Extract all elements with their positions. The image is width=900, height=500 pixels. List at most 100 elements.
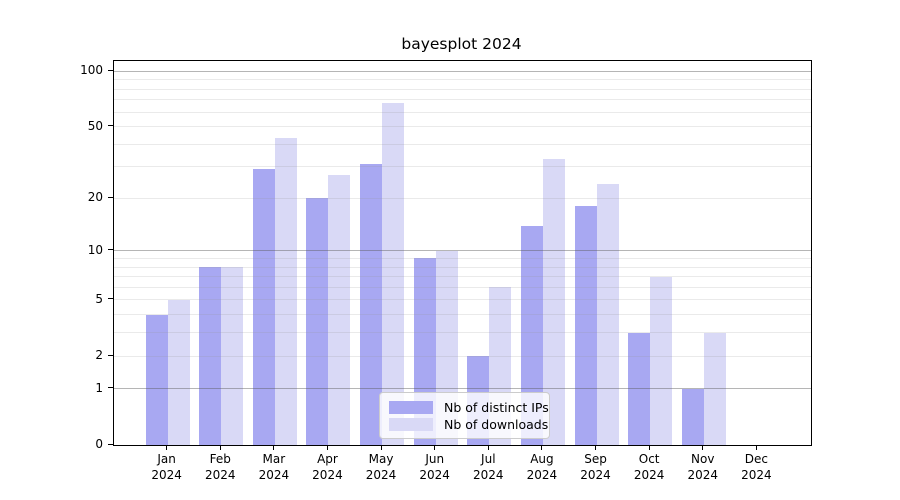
y-tick-label-2: 2 [95, 348, 103, 362]
bar-nb-of-distinct-ips-aug [520, 225, 543, 445]
x-tick-label-oct: Oct 2024 [619, 452, 679, 483]
gridline-minor-7 [114, 276, 811, 278]
y-tick-label-100: 100 [80, 63, 103, 78]
bar-nb-of-distinct-ips-apr [306, 198, 329, 445]
x-tick-year-jun: 2024 [419, 467, 450, 482]
gridline-minor-8 [114, 266, 811, 268]
x-tick-mark-oct [648, 445, 650, 450]
legend-entry-nb-of-downloads: Nb of downloads [389, 416, 548, 432]
x-tick-year-may: 2024 [365, 467, 397, 482]
x-tick-mark-jan [166, 445, 168, 450]
x-tick-label-aug: Aug 2024 [512, 452, 572, 483]
x-tick-mark-feb [219, 445, 221, 450]
bar-nb-of-downloads-jan [167, 299, 190, 445]
grid-layer [114, 61, 811, 445]
gridline-minor-20 [114, 197, 811, 199]
y-tick-mark-50 [108, 125, 113, 126]
x-tick-year-dec: 2024 [741, 467, 772, 482]
y-tick-label-20: 20 [87, 190, 103, 205]
bar-nb-of-distinct-ips-sep [574, 206, 597, 445]
bar-nb-of-downloads-nov [703, 332, 726, 445]
bar-nb-of-downloads-oct [650, 276, 673, 445]
x-tick-month-feb: Feb [209, 452, 231, 466]
legend: Nb of distinct IPs Nb of downloads [379, 392, 550, 439]
gridline-minor-80 [114, 88, 811, 90]
x-tick-label-dec: Dec 2024 [726, 452, 786, 483]
x-tick-month-sep: Sep [584, 452, 607, 466]
x-tick-label-jun: Jun 2024 [405, 452, 465, 483]
bar-nb-of-distinct-ips-may [360, 164, 383, 445]
x-tick-year-aug: 2024 [526, 467, 558, 482]
x-tick-month-jul: Jul [481, 452, 496, 466]
gridline-major-10 [114, 250, 811, 252]
legend-label-nb-of-distinct-ips: Nb of distinct IPs [444, 399, 549, 415]
x-tick-month-mar: Mar [262, 452, 286, 466]
x-tick-month-apr: Apr [317, 452, 338, 466]
x-tick-label-may: May 2024 [351, 452, 411, 483]
gridline-major-100 [114, 70, 811, 72]
x-tick-label-apr: Apr 2024 [297, 452, 357, 483]
legend-swatch-nb-of-downloads [389, 417, 433, 431]
x-tick-month-dec: Dec [744, 452, 768, 466]
gridline-minor-90 [114, 79, 811, 81]
x-tick-label-nov: Nov 2024 [673, 452, 733, 483]
x-tick-mark-apr [326, 445, 328, 450]
x-tick-mark-jul [487, 445, 489, 450]
gridline-minor-70 [114, 99, 811, 101]
gridline-minor-3 [114, 332, 811, 334]
bar-nb-of-distinct-ips-nov [681, 388, 704, 445]
x-tick-month-may: May [368, 452, 394, 466]
bar-nb-of-downloads-apr [328, 175, 351, 445]
y-tick-label-50: 50 [87, 118, 103, 133]
gridline-major-1 [114, 388, 811, 390]
bar-nb-of-downloads-feb [221, 267, 244, 445]
y-tick-mark-5 [108, 298, 113, 300]
gridline-minor-30 [114, 166, 811, 168]
x-tick-mark-aug [541, 445, 543, 450]
x-tick-label-jan: Jan 2024 [137, 452, 197, 483]
bar-nb-of-distinct-ips-oct [628, 332, 651, 445]
y-tick-mark-2 [108, 354, 113, 356]
y-tick-label-1: 1 [95, 380, 103, 395]
y-tick-mark-10 [108, 249, 113, 251]
x-tick-mark-dec [755, 445, 757, 450]
y-tick-mark-0 [108, 443, 113, 445]
x-tick-year-mar: 2024 [258, 467, 290, 482]
chart-title: bayesplot 2024 [401, 35, 522, 53]
x-tick-year-feb: 2024 [204, 467, 236, 482]
bar-nb-of-downloads-aug [542, 159, 565, 445]
bar-nb-of-downloads-mar [274, 138, 297, 445]
x-tick-mark-mar [273, 445, 275, 450]
x-tick-label-sep: Sep 2024 [566, 452, 626, 483]
x-tick-month-jan: Jan [157, 452, 176, 466]
x-tick-year-apr: 2024 [312, 467, 343, 482]
gridline-minor-2 [114, 355, 811, 357]
x-tick-year-sep: 2024 [580, 467, 611, 482]
y-tick-label-0: 0 [95, 437, 103, 451]
bar-nb-of-downloads-may [382, 103, 405, 445]
gridline-minor-9 [114, 257, 811, 259]
bar-nb-of-distinct-ips-mar [252, 169, 275, 445]
x-tick-month-aug: Aug [530, 452, 554, 466]
bar-nb-of-distinct-ips-feb [199, 267, 222, 445]
x-tick-mark-nov [702, 445, 704, 450]
x-tick-mark-may [380, 445, 382, 450]
gridline-minor-40 [114, 143, 811, 145]
legend-swatch-nb-of-distinct-ips [389, 400, 433, 414]
legend-label-nb-of-downloads: Nb of downloads [444, 416, 549, 432]
gridline-minor-50 [114, 126, 811, 127]
gridline-minor-4 [114, 314, 811, 316]
y-tick-label-10: 10 [87, 242, 103, 257]
x-tick-month-jun: Jun [425, 452, 445, 466]
plot-area: Nb of distinct IPs Nb of downloads [113, 60, 812, 446]
x-tick-mark-sep [595, 445, 597, 450]
x-tick-year-jan: 2024 [151, 467, 182, 482]
y-tick-label-5: 5 [95, 291, 103, 306]
x-tick-month-oct: Oct [638, 452, 660, 466]
bar-nb-of-distinct-ips-jan [145, 314, 168, 445]
bar-nb-of-downloads-sep [596, 184, 619, 445]
x-tick-month-nov: Nov [691, 452, 715, 466]
legend-entry-nb-of-distinct-ips: Nb of distinct IPs [389, 399, 549, 415]
gridline-minor-5 [114, 299, 811, 301]
